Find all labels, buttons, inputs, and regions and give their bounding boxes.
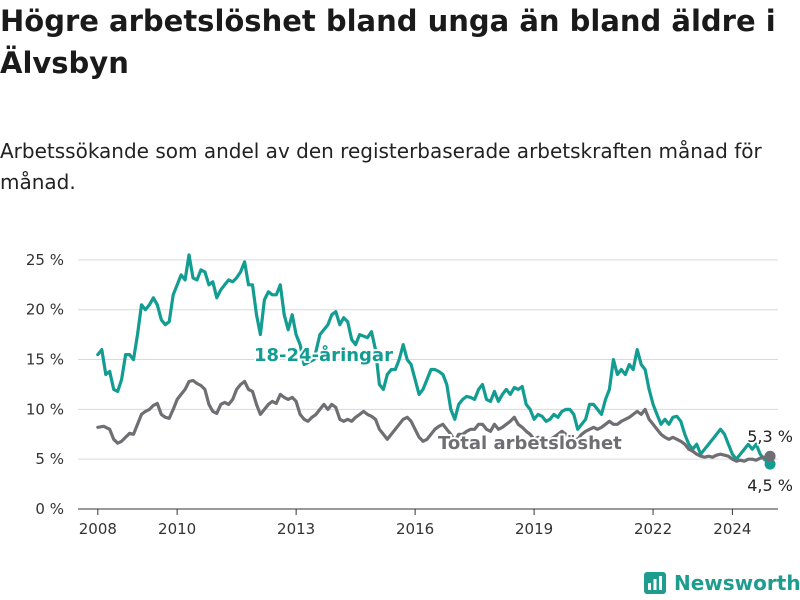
y-tick-label: 0 % xyxy=(35,500,64,518)
x-tick-label: 2008 xyxy=(79,520,117,538)
y-tick-label: 10 % xyxy=(26,400,64,418)
total-end-point xyxy=(764,450,776,462)
newsworthy-logo-icon xyxy=(644,572,666,594)
total-series-line xyxy=(96,378,772,463)
youth-series-line xyxy=(96,253,772,466)
newsworthy-brand: Newsworthy xyxy=(644,568,800,598)
x-tick-label: 2019 xyxy=(515,520,553,538)
chart-title: Högre arbetslöshet bland unga än bland ä… xyxy=(0,4,776,80)
x-tick-label: 2010 xyxy=(158,520,196,538)
chart-subtitle: Arbetssökande som andel av den registerb… xyxy=(0,139,762,194)
brand-name: Newsworthy xyxy=(674,571,800,595)
grid-lines xyxy=(78,259,778,460)
x-tick-label: 2016 xyxy=(396,520,434,538)
y-tick-label: 5 % xyxy=(35,450,64,468)
youth-end-value-label: 4,5 % xyxy=(747,476,793,495)
axes: 0 % 5 % 10 % 15 % 20 % 25 % 2008 2010 2013 2016 20… xyxy=(26,251,778,538)
total-series-label: Total arbetslöshet xyxy=(438,433,622,454)
y-tick-label: 15 % xyxy=(26,351,64,369)
series-lines xyxy=(96,253,776,470)
series-labels: 18-24-åringar Total arbetslöshet 5,3 % 4,5 … xyxy=(252,342,794,497)
total-end-value-label: 5,3 % xyxy=(747,427,793,446)
x-tick-label: 2022 xyxy=(634,520,672,538)
y-tick-label: 20 % xyxy=(26,301,64,319)
youth-series-label: 18-24-åringar xyxy=(254,344,393,366)
x-tick-label: 2024 xyxy=(713,520,751,538)
youth-end-point xyxy=(764,458,776,470)
y-tick-label: 25 % xyxy=(26,251,64,269)
x-tick-label: 2013 xyxy=(277,520,315,538)
